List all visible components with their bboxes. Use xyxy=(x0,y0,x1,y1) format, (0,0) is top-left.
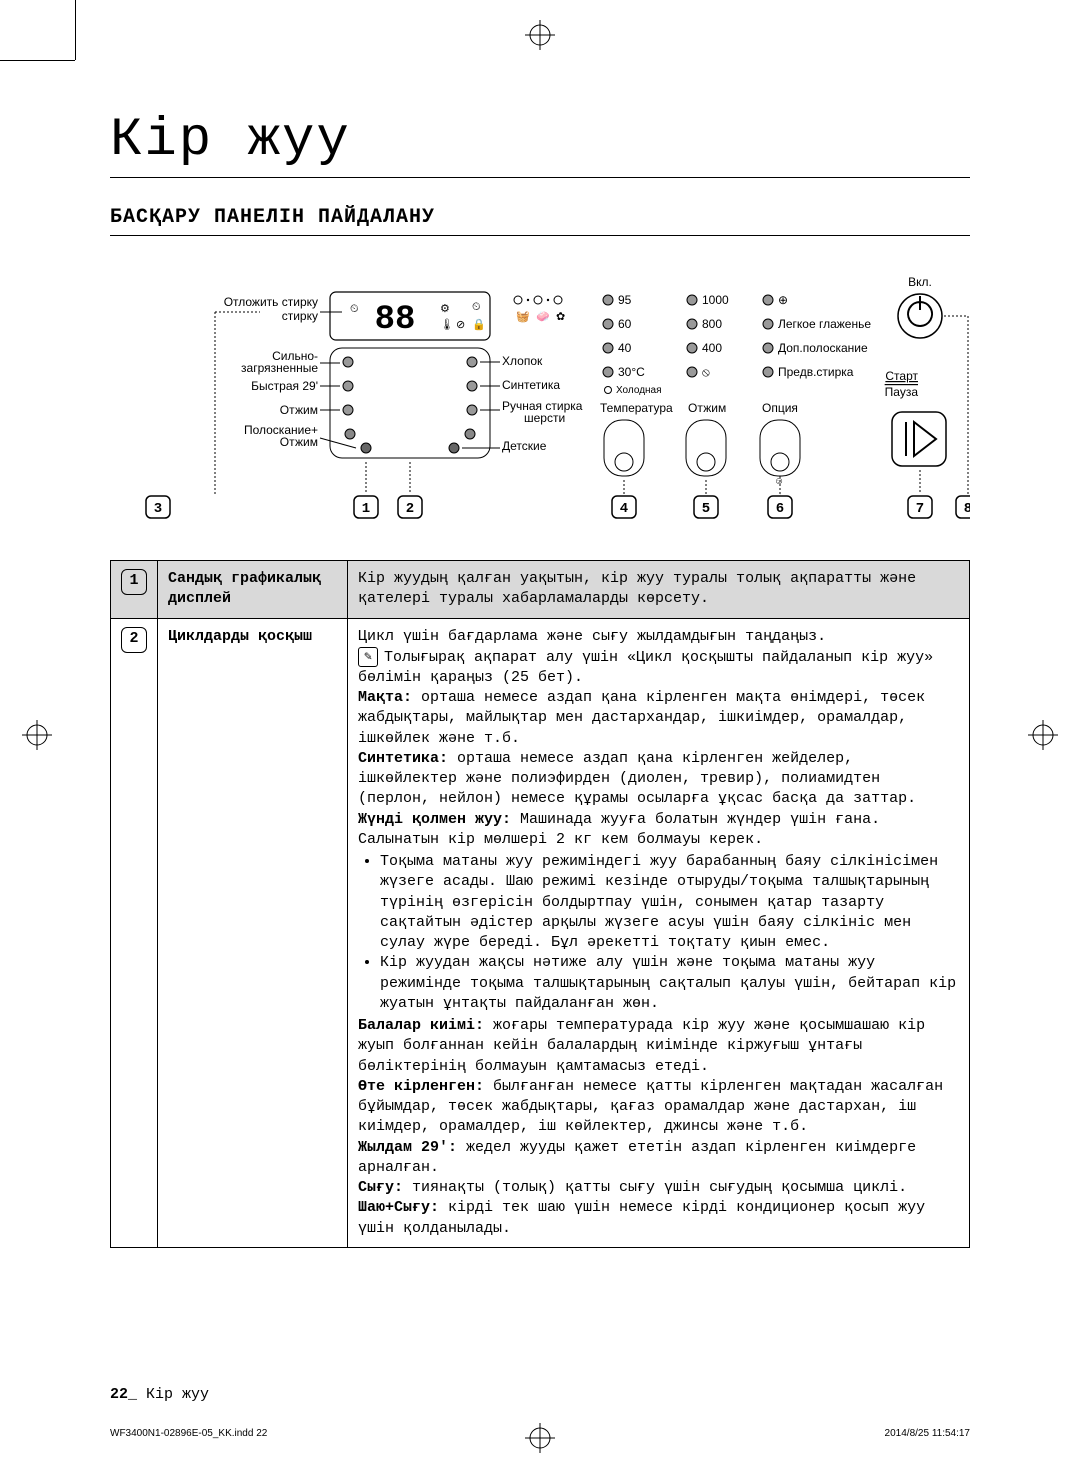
svg-text:Быстрая 29': Быстрая 29' xyxy=(251,379,318,393)
svg-text:⊘: ⊘ xyxy=(456,319,465,331)
svg-text:🧺: 🧺 xyxy=(516,311,530,323)
svg-text:60: 60 xyxy=(618,317,632,331)
svg-text:шерсти: шерсти xyxy=(524,411,565,425)
page-title: Кір жуу xyxy=(110,110,970,178)
svg-text:4: 4 xyxy=(620,501,628,517)
svg-text:Отложить стирку: Отложить стирку xyxy=(224,295,318,309)
svg-text:3: 3 xyxy=(154,501,162,517)
svg-text:Доп.полоскание: Доп.полоскание xyxy=(778,341,868,355)
svg-text:⊕: ⊕ xyxy=(778,293,788,307)
svg-text:1: 1 xyxy=(362,501,370,517)
svg-text:400: 400 xyxy=(702,341,722,355)
registration-mark xyxy=(525,1423,555,1453)
svg-text:✿: ✿ xyxy=(556,311,565,323)
svg-text:Вкл.: Вкл. xyxy=(908,275,932,289)
note-icon: ✎ xyxy=(358,647,378,667)
print-date: 2014/8/25 11:54:17 xyxy=(885,1428,970,1439)
svg-text:⏲: ⏲ xyxy=(350,303,359,315)
list-item: Кір жуудан жақсы нәтиже алу үшін және то… xyxy=(380,953,959,1014)
panel-svg: 88 ⏲ ⏲ 🔒 ⚙ 🌡 ⊘ Отложить стирку xyxy=(110,262,970,542)
svg-text:⦸: ⦸ xyxy=(702,365,710,379)
row1-label: Сандық графикалық дисплей xyxy=(158,561,348,619)
svg-text:7: 7 xyxy=(916,501,924,517)
svg-text:Холодная: Холодная xyxy=(616,385,662,396)
print-slug: WF3400N1-02896E-05_KK.indd 22 xyxy=(110,1428,267,1439)
list-item: Тоқыма матаны жуу режиміндегі жуу бараба… xyxy=(380,852,959,953)
callout-1: 1 xyxy=(121,569,147,595)
svg-text:8: 8 xyxy=(964,501,970,517)
svg-text:⚙: ⚙ xyxy=(440,303,450,315)
svg-text:☺: ☺ xyxy=(774,476,784,487)
row1-body: Кір жуудың қалған уақытын, кір жуу турал… xyxy=(348,561,970,619)
table-row: 1 Сандық графикалық дисплей Кір жуудың қ… xyxy=(111,561,970,619)
callout-2: 2 xyxy=(121,627,147,653)
table-row: 2 Циклдарды қосқыш Цикл үшін бағдарлама … xyxy=(111,618,970,1247)
description-table: 1 Сандық графикалық дисплей Кір жуудың қ… xyxy=(110,560,970,1248)
svg-text:30°С: 30°С xyxy=(618,365,645,379)
section-heading: БАСҚАРУ ПАНЕЛІН ПАЙДАЛАНУ xyxy=(110,206,970,236)
svg-text:2: 2 xyxy=(406,501,414,517)
svg-text:🔒: 🔒 xyxy=(472,318,486,331)
svg-text:Температура: Температура xyxy=(600,401,673,415)
row2-body: Цикл үшін бағдарлама және сығу жылдамдығ… xyxy=(348,618,970,1247)
svg-text:Легкое глаженье: Легкое глаженье xyxy=(778,317,871,331)
svg-text:Опция: Опция xyxy=(762,401,798,415)
row2-label: Циклдарды қосқыш xyxy=(158,618,348,1247)
svg-text:Хлопок: Хлопок xyxy=(502,354,543,368)
digital-display: 88 xyxy=(375,301,416,339)
svg-text:6: 6 xyxy=(776,501,784,517)
svg-text:Старт: Старт xyxy=(885,369,918,383)
svg-text:стирку: стирку xyxy=(282,309,318,323)
svg-text:⏲: ⏲ xyxy=(472,301,481,313)
svg-text:40: 40 xyxy=(618,341,632,355)
svg-text:🌡: 🌡 xyxy=(440,318,454,331)
svg-text:Отжим: Отжим xyxy=(280,435,318,449)
svg-text:Синтетика: Синтетика xyxy=(502,378,560,392)
control-panel-diagram: 88 ⏲ ⏲ 🔒 ⚙ 🌡 ⊘ Отложить стирку xyxy=(110,262,970,542)
svg-text:95: 95 xyxy=(618,293,632,307)
svg-text:🧼: 🧼 xyxy=(536,311,550,323)
svg-text:Предв.стирка: Предв.стирка xyxy=(778,365,854,379)
svg-text:Детские: Детские xyxy=(502,439,547,453)
svg-text:Пауза: Пауза xyxy=(885,385,919,399)
svg-text:загрязненные: загрязненные xyxy=(241,361,318,375)
svg-text:Отжим: Отжим xyxy=(688,401,726,415)
svg-text:5: 5 xyxy=(702,501,710,517)
svg-text:800: 800 xyxy=(702,317,722,331)
svg-text:1000: 1000 xyxy=(702,293,729,307)
page-footer: 22_ Кір жуу xyxy=(110,1386,209,1403)
svg-text:Отжим: Отжим xyxy=(280,403,318,417)
